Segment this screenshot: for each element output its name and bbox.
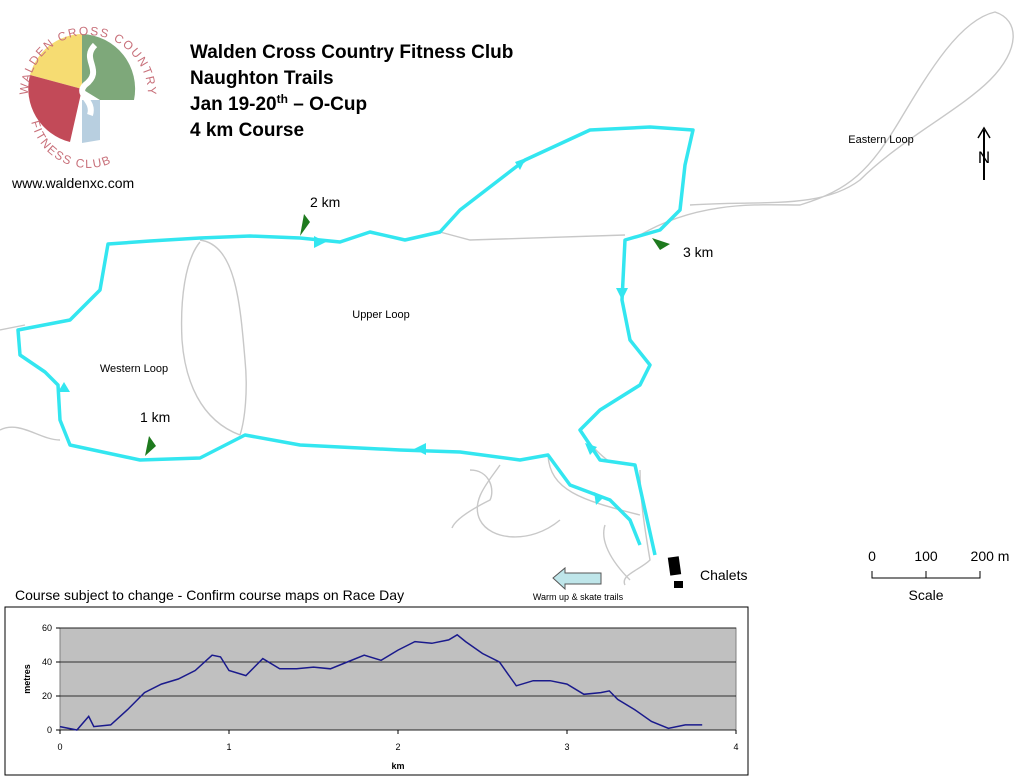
url: www.waldenxc.com: [11, 175, 134, 191]
area-label: Western Loop: [100, 363, 168, 375]
y-tick-label: 60: [42, 623, 52, 633]
course: [16, 125, 695, 556]
north-arrow-head: [977, 126, 991, 139]
x-axis-label: km: [391, 761, 404, 771]
elevation-line: [59, 633, 703, 731]
y-tick-label: 40: [42, 657, 52, 667]
area-label: Upper Loop: [352, 309, 410, 321]
logo: WALDEN CROSS COUNTRY FITNESS CLUB: [17, 24, 158, 171]
km-label: 1 km: [140, 409, 170, 425]
date: Jan 19-20th – O-Cup: [190, 92, 367, 115]
course-title: 4 km Course: [190, 120, 304, 141]
area-label: Eastern Loop: [848, 134, 913, 146]
date-main: Jan 19-20: [190, 94, 277, 115]
x-tick-label: 0: [57, 742, 62, 752]
scale-label: Scale: [908, 587, 943, 603]
chalets-label: Chalets: [700, 567, 747, 583]
warmup-arrow: [552, 566, 602, 591]
km-flags: [145, 214, 670, 456]
date-rest: – O-Cup: [288, 94, 367, 115]
chalet: [667, 556, 682, 576]
scale-tick: 200 m: [971, 548, 1010, 564]
x-tick-label: 4: [733, 742, 738, 752]
title: Walden Cross Country Fitness Club: [190, 42, 513, 63]
trails: [0, 11, 1014, 586]
warmup-label: Warm up & skate trails: [533, 592, 624, 602]
note: Course subject to change - Confirm cours…: [15, 587, 404, 603]
x-tick-label: 3: [564, 742, 569, 752]
chalet: [674, 581, 683, 588]
elevation-chart: 0 20 40 60 0 1 2 3 4 km metres: [22, 623, 739, 771]
date-sup: th: [277, 92, 288, 106]
x-tick-label: 2: [395, 742, 400, 752]
north-label: N: [978, 148, 990, 167]
km-label: 3 km: [683, 244, 713, 260]
plot-area: [59, 627, 737, 731]
scale-tick: 100: [914, 548, 938, 564]
course-arrows: [58, 158, 628, 505]
y-tick-label: 20: [42, 691, 52, 701]
y-axis-label: metres: [22, 664, 32, 694]
scale-tick: 0: [868, 548, 876, 564]
scale-bar: [871, 571, 981, 579]
title: Naughton Trails: [190, 68, 334, 89]
y-tick-label: 0: [47, 725, 52, 735]
x-tick-label: 1: [226, 742, 231, 752]
km-label: 2 km: [310, 194, 340, 210]
